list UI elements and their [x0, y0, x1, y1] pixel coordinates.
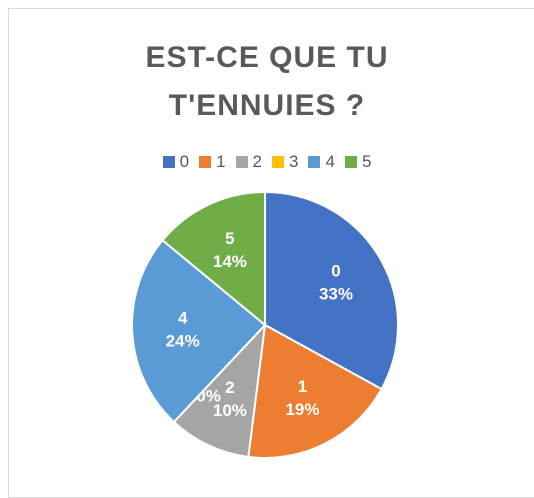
data-label-category: 5 — [225, 229, 234, 248]
legend-item: 5 — [344, 152, 372, 172]
legend-item: 3 — [272, 152, 298, 172]
legend-label: 2 — [252, 152, 262, 171]
data-label-category: 2 — [225, 378, 234, 397]
legend-swatch — [199, 156, 212, 168]
legend-label: 4 — [325, 152, 335, 171]
data-label-value: 10% — [213, 401, 247, 420]
pie-slice — [161, 190, 266, 328]
page: EST-CE QUE TU T'ENNUIES ? 0 1 2 3 4 5 0 33% 1 19… — [0, 8, 534, 498]
data-label-category: 4 — [178, 309, 188, 328]
legend-swatch — [272, 156, 284, 168]
data-label-value: 33% — [319, 285, 353, 304]
legend-label: 0 — [179, 152, 190, 171]
data-label-value: 24% — [166, 332, 200, 351]
data-label-category: 1 — [298, 377, 307, 396]
legend-swatch — [162, 156, 175, 168]
legend: 0 1 2 3 4 5 — [0, 152, 534, 172]
data-label-category: 0 — [331, 262, 340, 281]
legend-item: 4 — [308, 152, 335, 172]
legend-swatch — [308, 156, 321, 168]
pie-slice — [264, 190, 399, 391]
legend-label: 1 — [216, 152, 226, 171]
data-label-value: 19% — [285, 400, 319, 419]
pie-slice — [172, 322, 267, 459]
legend-item: 1 — [199, 152, 226, 172]
chart-title: EST-CE QUE TU T'ENNUIES ? — [145, 41, 389, 122]
legend-item: 0 — [162, 152, 190, 172]
data-label-value: 14% — [213, 252, 247, 271]
legend-label: 3 — [289, 152, 299, 171]
legend-swatch — [235, 156, 248, 168]
pie-slice — [247, 323, 383, 459]
legend-swatch — [344, 156, 357, 168]
pie-slice — [131, 238, 267, 424]
legend-item: 2 — [235, 152, 262, 172]
legend-label: 5 — [361, 152, 372, 171]
pie-chart: 033%119%210%30%424%514% — [131, 190, 399, 459]
